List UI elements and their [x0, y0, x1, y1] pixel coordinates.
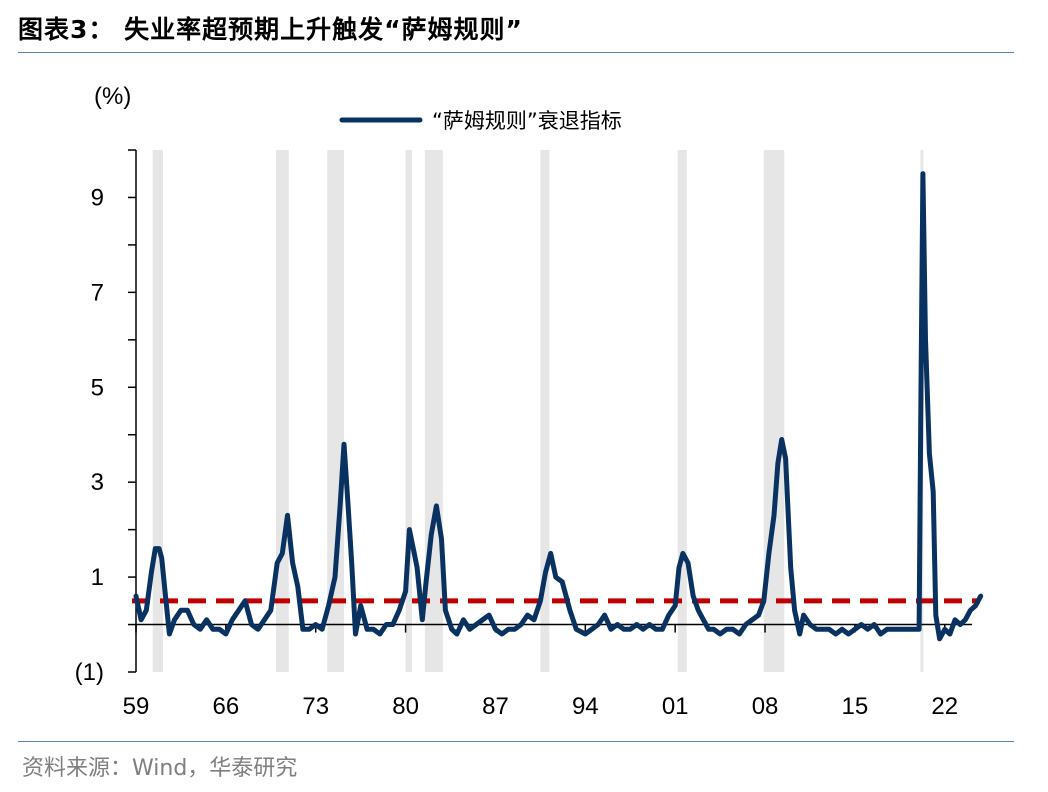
source-divider: [18, 741, 1014, 742]
y-tick-label: 1: [91, 564, 104, 591]
recession-band: [275, 150, 289, 672]
recession-band: [424, 150, 443, 672]
x-tick-label: 08: [752, 693, 779, 720]
y-tick-label: 3: [91, 469, 104, 496]
axes: [128, 149, 972, 673]
y-unit-label: (%): [94, 83, 131, 110]
series-line: [133, 171, 984, 642]
x-tick-label: 01: [662, 693, 689, 720]
recession-band: [405, 150, 413, 672]
x-tick-label: 94: [572, 693, 599, 720]
title-divider: [18, 52, 1014, 53]
y-tick-label: 9: [91, 184, 104, 211]
x-tick-label: 22: [931, 693, 958, 720]
y-tick-label: (1): [75, 659, 104, 686]
recession-band: [540, 150, 550, 672]
recession-bands: [152, 150, 924, 672]
x-tick-label: 15: [842, 693, 869, 720]
x-tick-label: 66: [213, 693, 240, 720]
recession-band: [152, 150, 163, 672]
y-tick-label: 5: [91, 374, 104, 401]
x-tick-label: 87: [482, 693, 509, 720]
tick-labels: (1) 1 3 5 7 9 59 66 73 80 87 94 01 08 15 22: [75, 184, 958, 720]
legend-label: “萨姆规则”衰退指标: [432, 109, 622, 133]
source-note: 资料来源：Wind，华泰研究: [22, 756, 298, 781]
series-group: [133, 171, 984, 642]
y-tick-label: 7: [91, 279, 104, 306]
x-tick-label: 59: [123, 693, 150, 720]
x-tick-label: 73: [302, 693, 329, 720]
legend: “萨姆规则”衰退指标: [339, 109, 622, 133]
chart-title: 图表3： 失业率超预期上升触发“萨姆规则”: [18, 15, 523, 44]
recession-band: [677, 150, 687, 672]
x-tick-label: 80: [392, 693, 419, 720]
